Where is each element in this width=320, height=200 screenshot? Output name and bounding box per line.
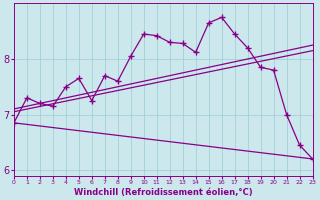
- X-axis label: Windchill (Refroidissement éolien,°C): Windchill (Refroidissement éolien,°C): [74, 188, 252, 197]
